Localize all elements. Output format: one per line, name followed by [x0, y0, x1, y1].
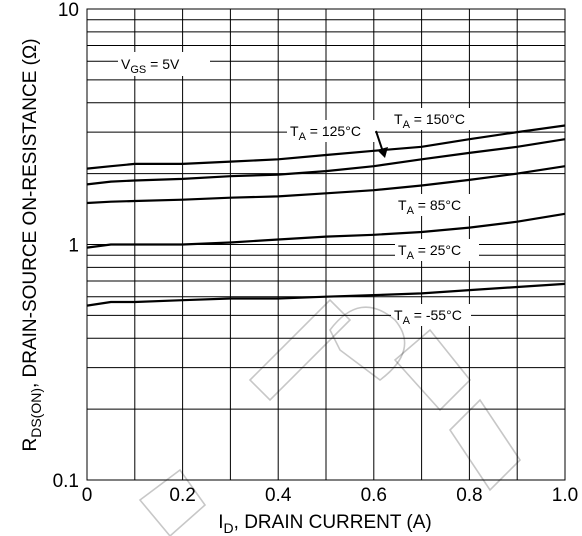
series-line-4 — [86, 282, 566, 307]
annotation-arrow — [375, 130, 384, 153]
x-tick-label: 0 — [82, 485, 93, 506]
series-label: TA = -55°C — [394, 307, 462, 327]
x-tick-label: 0.4 — [265, 485, 292, 506]
series-label-background — [391, 108, 475, 130]
series-label: TA = 150°C — [394, 111, 465, 131]
series-line-0 — [86, 124, 566, 170]
x-axis-title: ID, DRAIN CURRENT (A) — [218, 512, 432, 536]
series-label-background — [395, 239, 479, 261]
annotation-arrowhead-icon — [377, 147, 388, 158]
x-tick-label: 0.6 — [361, 485, 387, 506]
y-tick-label: 10 — [58, 0, 79, 21]
watermark — [138, 298, 522, 536]
condition-label: VGS = 5V — [121, 56, 180, 76]
series-label-background — [287, 120, 375, 142]
y-axis-title: RDS(ON), DRAIN-SOURCE ON-RESISTANCE (Ω) — [20, 38, 44, 451]
series-curves — [86, 124, 566, 307]
series-label: TA = 25°C — [398, 242, 461, 262]
x-tick-label: 0.2 — [169, 485, 195, 506]
tick-labels: 0 0.2 0.4 0.6 0.8 1.0 0.1 1 10 — [53, 0, 579, 506]
series-label: TA = 85°C — [398, 197, 461, 217]
condition-label-background — [118, 52, 210, 76]
series-line-3 — [86, 212, 566, 249]
plot-frame — [86, 8, 566, 481]
y-tick-label: 1 — [68, 236, 79, 257]
series-labels: TA = 150°C TA = 125°C TA = 85°C TA = 25°C TA… — [287, 108, 479, 327]
series-label-background — [395, 194, 473, 216]
x-tick-label: 1.0 — [552, 485, 578, 506]
series-line-2 — [86, 165, 566, 205]
y-tick-label: 0.1 — [53, 471, 79, 492]
series-label-background — [391, 304, 471, 326]
series-label: TA = 125°C — [290, 123, 361, 143]
x-tick-label: 0.8 — [456, 485, 482, 506]
series-line-1 — [86, 138, 566, 186]
